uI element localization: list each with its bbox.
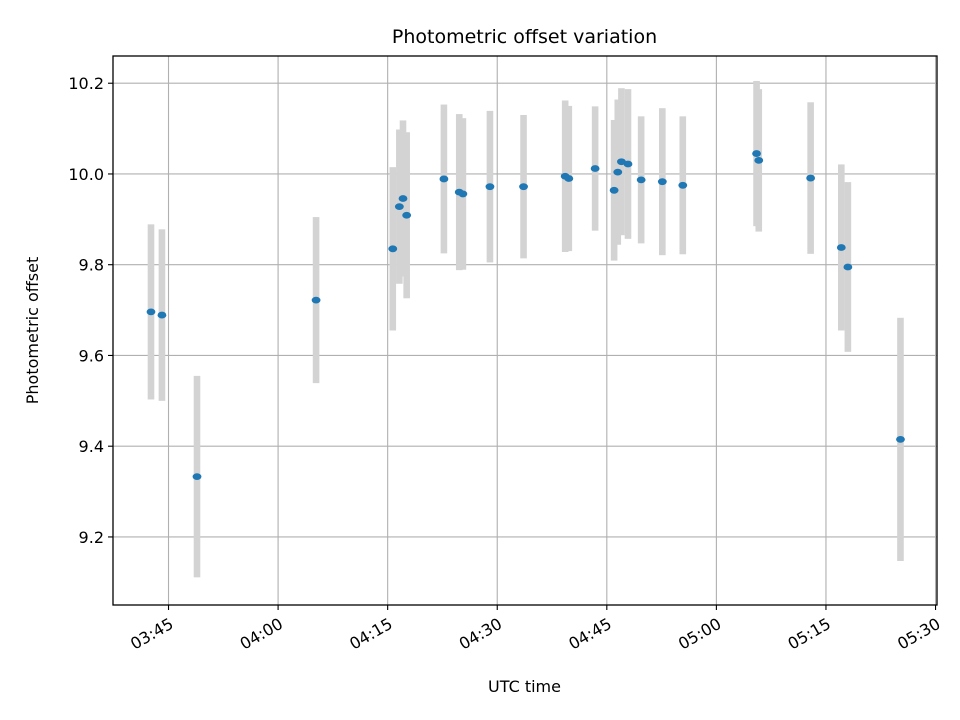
data-point xyxy=(657,178,667,186)
plot-area-frame xyxy=(112,55,938,606)
data-point xyxy=(623,160,633,168)
data-point xyxy=(590,165,600,172)
data-points xyxy=(146,150,905,480)
x-tick-label: 05:00 xyxy=(675,614,724,654)
data-point xyxy=(564,175,574,182)
data-point xyxy=(752,150,761,157)
y-tick-label: 9.2 xyxy=(79,528,104,547)
data-point xyxy=(458,190,468,198)
x-axis-title: UTC time xyxy=(488,677,561,696)
data-point xyxy=(678,181,688,189)
data-point xyxy=(439,175,449,183)
y-tick-label: 9.4 xyxy=(79,437,104,456)
x-tick-label: 04:00 xyxy=(237,614,286,654)
x-tick-label: 04:30 xyxy=(456,614,505,654)
data-point xyxy=(157,311,167,319)
y-tick-label: 10.0 xyxy=(68,165,104,184)
data-point xyxy=(836,244,846,251)
y-tick-label: 9.8 xyxy=(79,256,104,275)
data-point xyxy=(636,176,646,184)
x-tick-label: 04:45 xyxy=(565,614,614,654)
data-point xyxy=(519,183,528,191)
x-tick-label: 04:15 xyxy=(346,614,395,654)
data-point xyxy=(896,435,905,443)
data-point xyxy=(754,156,764,164)
chart-title: Photometric offset variation xyxy=(392,26,657,48)
x-tick-label: 05:15 xyxy=(785,614,834,654)
data-point xyxy=(485,183,495,191)
data-point xyxy=(192,473,202,480)
y-tick-label: 10.2 xyxy=(68,74,104,93)
data-point xyxy=(388,245,398,253)
data-point xyxy=(613,168,623,176)
data-point xyxy=(806,174,816,182)
data-point xyxy=(398,195,408,202)
error-bars xyxy=(147,80,904,578)
x-tick-label: 03:45 xyxy=(127,614,176,654)
data-point xyxy=(311,296,321,304)
data-point xyxy=(843,263,853,271)
data-point xyxy=(617,158,626,166)
data-point xyxy=(394,203,404,211)
data-point xyxy=(402,211,412,219)
x-tick-label: 05:30 xyxy=(894,614,943,654)
data-point xyxy=(146,308,156,316)
y-axis-title: Photometric offset xyxy=(23,257,42,405)
data-point xyxy=(609,186,619,194)
y-tick-label: 9.6 xyxy=(79,346,104,365)
